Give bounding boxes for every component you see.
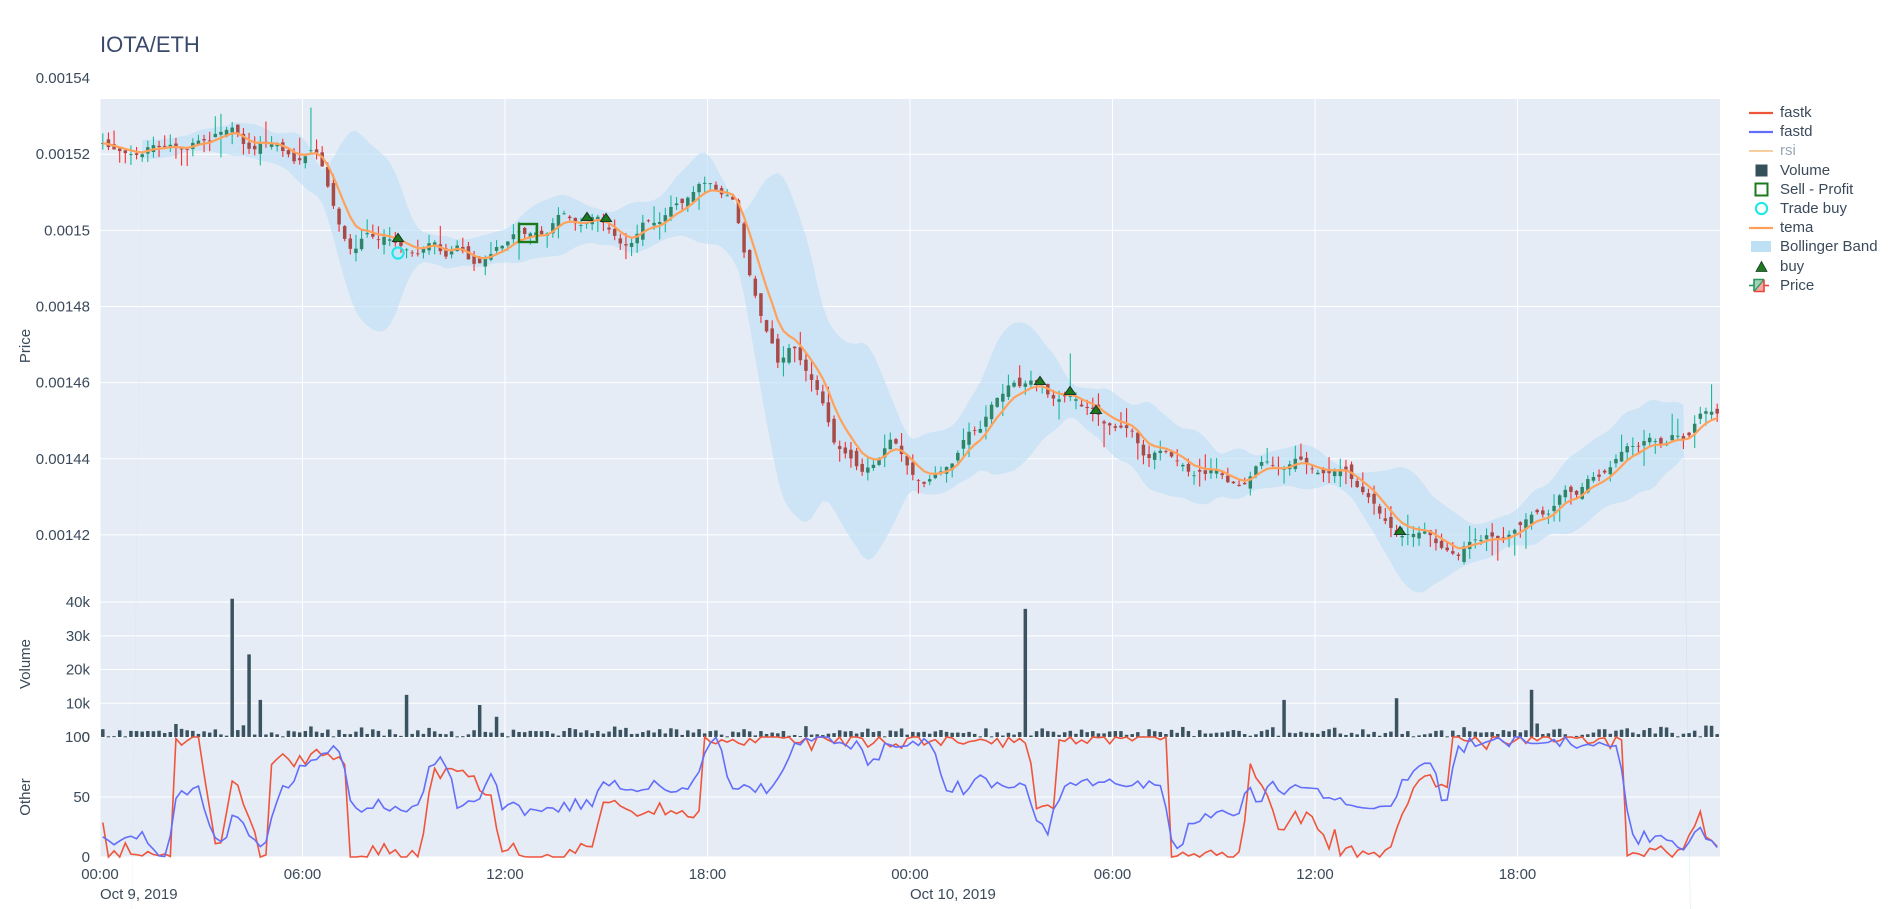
svg-text:Other: Other xyxy=(17,778,34,816)
svg-text:12:00: 12:00 xyxy=(486,866,524,883)
svg-text:06:00: 06:00 xyxy=(1094,866,1132,883)
svg-text:0.00148: 0.00148 xyxy=(36,298,90,315)
svg-text:20k: 20k xyxy=(66,662,91,679)
svg-text:Oct 10, 2019: Oct 10, 2019 xyxy=(910,886,996,903)
svg-text:Volume: Volume xyxy=(17,639,34,689)
svg-text:100: 100 xyxy=(65,729,90,746)
svg-text:Oct 9, 2019: Oct 9, 2019 xyxy=(100,886,178,903)
svg-text:0.00146: 0.00146 xyxy=(36,375,90,392)
svg-text:18:00: 18:00 xyxy=(689,866,727,883)
svg-text:00:00: 00:00 xyxy=(891,866,929,883)
svg-text:12:00: 12:00 xyxy=(1296,866,1334,883)
svg-text:0.0015: 0.0015 xyxy=(44,222,90,239)
svg-text:18:00: 18:00 xyxy=(1499,866,1537,883)
svg-text:06:00: 06:00 xyxy=(284,866,322,883)
svg-text:0: 0 xyxy=(82,849,90,866)
svg-text:0.00142: 0.00142 xyxy=(36,527,90,544)
svg-text:00:00: 00:00 xyxy=(81,866,119,883)
svg-text:0.00154: 0.00154 xyxy=(36,70,90,87)
svg-text:0.00144: 0.00144 xyxy=(36,451,90,468)
svg-text:30k: 30k xyxy=(66,628,91,645)
svg-text:40k: 40k xyxy=(66,594,91,611)
svg-text:0.00152: 0.00152 xyxy=(36,146,90,163)
svg-text:10k: 10k xyxy=(66,695,91,712)
svg-text:50: 50 xyxy=(73,789,90,806)
svg-text:Price: Price xyxy=(17,329,34,363)
